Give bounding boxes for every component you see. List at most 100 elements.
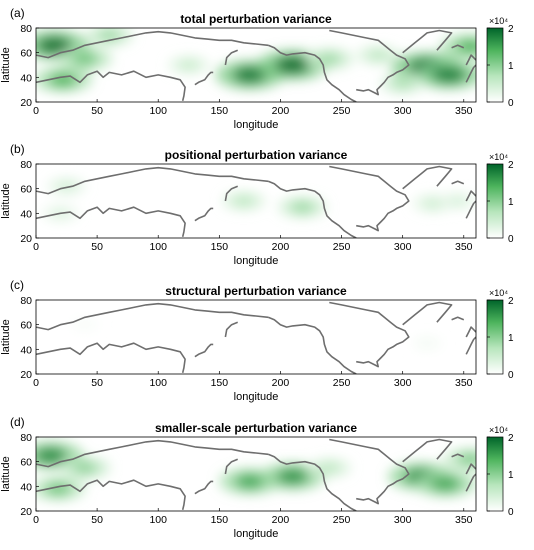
coastline [224,49,239,66]
coastline [451,44,465,49]
colorbar-tick-label: 0 [508,370,514,381]
coastline [465,200,476,219]
coastline [267,316,357,374]
x-tick-label: 0 [33,241,39,253]
panel-3: 0 50 100 150 200 250 300 35020406080longitudela… [0,278,514,403]
x-tick-label: 50 [91,514,103,526]
coastline [402,301,453,326]
axes-frame [35,163,477,239]
heat-cell-core [232,66,267,84]
coastline [267,180,357,238]
colorbar-tick-label: 2 [508,433,514,444]
x-tick-label: 300 [394,105,412,117]
x-tick-label: 250 [333,377,351,389]
colorbar-exponent: ×10⁴ [489,152,508,162]
x-tick-label: 50 [91,241,103,253]
coastline [36,206,186,237]
coastline [465,473,476,492]
plot-area [36,300,476,374]
x-tick-label: 150 [211,241,229,253]
heat-cell-core [319,462,340,473]
colorbar-tick-label: 2 [508,160,514,171]
coastline [402,29,453,54]
heat-cell-core [430,476,461,492]
x-tick-label: 250 [333,105,351,117]
y-axis-label: latitude [0,183,12,218]
heat-cell-core [48,72,78,88]
y-tick-label: 80 [20,23,32,35]
panel-2: 0 50 100 150 200 250 300 35020406080longitudela… [0,142,514,267]
heat-cell-core [234,473,265,489]
y-tick-label: 40 [20,208,32,220]
coastline [194,480,214,495]
coastline [36,166,269,195]
x-tick-label: 300 [394,514,412,526]
coastline [224,185,239,202]
coastline [465,54,476,66]
x-tick-label: 150 [211,105,229,117]
y-axis-label: latitude [0,47,12,82]
colorbar: 0 1 2×10⁴ [486,152,514,245]
heat-cell-core [368,50,389,61]
y-tick-label: 20 [20,506,32,518]
coastlines [36,438,476,511]
coastline [451,453,465,458]
heat-cell-core [420,339,435,347]
heatmap-field [69,318,443,350]
coastline [194,71,214,86]
x-tick-label: 100 [149,105,167,117]
x-axis-label: longitude [234,255,279,267]
x-tick-label: 100 [149,514,167,526]
colorbar-exponent: ×10⁴ [489,288,508,298]
panel-label: (d) [10,415,25,429]
x-tick-label: 150 [211,514,229,526]
x-tick-label: 50 [91,377,103,389]
coastline [36,30,269,59]
x-axis-label: longitude [234,528,279,540]
x-tick-label: 50 [91,105,103,117]
heat-cell-core [432,66,466,84]
panel-label: (c) [10,278,24,292]
coastline [36,439,269,468]
colorbar-tick-label: 2 [508,296,514,307]
coastline [36,342,186,373]
coastline [329,301,410,368]
coastlines [36,165,476,238]
coastline [224,458,239,475]
y-tick-label: 40 [20,481,32,493]
heat-cell-core [274,56,311,74]
axes-frame [35,436,477,512]
x-tick-label: 300 [394,241,412,253]
coastline [451,316,465,321]
x-tick-label: 350 [455,514,473,526]
x-tick-label: 350 [455,241,473,253]
coastline [465,336,476,355]
y-tick-label: 40 [20,344,32,356]
y-axis-label: latitude [0,456,12,491]
x-tick-label: 200 [272,105,290,117]
coastlines [36,301,476,374]
y-tick-label: 60 [20,320,32,332]
coastline [329,438,410,505]
heat-cell-core [233,195,254,207]
heat-cell-core [291,201,314,213]
heat-cell-core [78,321,92,328]
y-tick-label: 20 [20,233,32,245]
coastline [329,29,410,96]
x-tick-label: 200 [272,514,290,526]
x-tick-label: 200 [272,241,290,253]
panel-1: 0 50 100 150 200 250 300 35020406080longitudela… [0,6,514,131]
x-tick-label: 100 [149,377,167,389]
heat-cell-core [276,468,309,485]
x-tick-label: 200 [272,377,290,389]
coastline [465,64,476,83]
coastline [194,343,214,358]
x-tick-label: 0 [33,514,39,526]
panel-title: structural perturbation variance [165,284,347,298]
heat-cell-core [455,39,476,54]
panel-4: 0 50 100 150 200 250 300 35020406080longitudela… [0,415,514,540]
colorbar: 0 1 2×10⁴ [486,425,514,518]
heat-cell-core [423,198,443,209]
colorbar: 0 1 2×10⁴ [486,288,514,381]
y-axis-label: latitude [0,319,12,354]
